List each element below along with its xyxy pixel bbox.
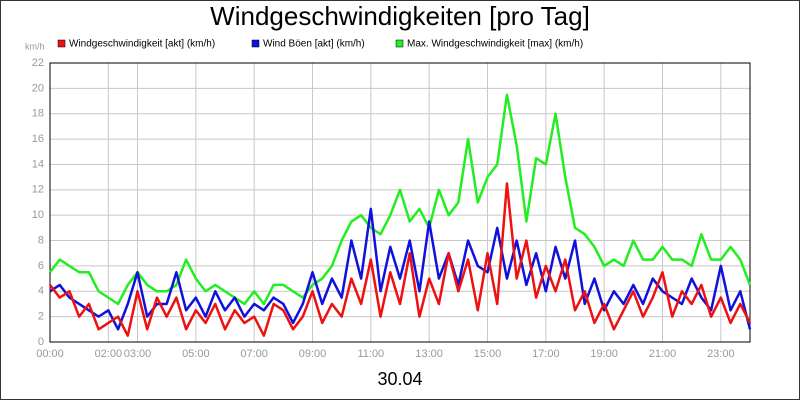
x-tick-label: 07:00 — [240, 348, 268, 360]
y-axis-label: km/h — [25, 41, 45, 51]
legend-swatch — [57, 39, 66, 48]
y-tick-label: 12 — [32, 184, 44, 196]
legend-label: Wind Böen [akt] (km/h) — [263, 39, 365, 50]
legend-label: Max. Windgeschwindigkeit [max] (km/h) — [407, 39, 583, 50]
y-tick-label: 22 — [32, 57, 44, 69]
x-tick-label: 05:00 — [182, 348, 210, 360]
series-line — [49, 207, 752, 331]
y-tick-label: 20 — [32, 82, 44, 94]
x-tick-label: 02:00 — [95, 348, 123, 360]
x-tick-label: 21:00 — [649, 348, 677, 360]
chart-title: Windgeschwindigkeiten [pro Tag] — [210, 1, 590, 31]
y-tick-label: 2 — [38, 311, 44, 323]
series-line — [49, 182, 752, 337]
x-axis-label: 30.04 — [377, 369, 422, 389]
y-tick-label: 4 — [38, 285, 44, 297]
legend-label: Windgeschwindigkeit [akt] (km/h) — [69, 39, 215, 50]
x-tick-label: 23:00 — [707, 348, 735, 360]
x-tick-label: 11:00 — [357, 348, 384, 360]
x-tick-label: 17:00 — [532, 348, 560, 360]
y-tick-label: 0 — [38, 336, 44, 348]
legend: Windgeschwindigkeit [akt] (km/h) Wind Böe… — [57, 39, 583, 50]
legend-swatch — [251, 39, 260, 48]
y-tick-label: 16 — [32, 133, 44, 145]
x-tick-label: 09:00 — [299, 348, 327, 360]
plot-area — [49, 93, 752, 337]
legend-swatch — [395, 39, 404, 48]
y-tick-label: 6 — [38, 260, 44, 272]
plot-background — [50, 63, 750, 342]
x-tick-label: 03:00 — [124, 348, 152, 360]
plot-border — [49, 62, 751, 343]
grid: 0 2 4 6 8 10 12 14 16 18 20 22 00:00 02:00 03:00 05:00 0… — [32, 57, 751, 360]
x-tick-label: 00:00 — [36, 348, 64, 360]
x-tick-label: 13:00 — [415, 348, 443, 360]
y-tick-label: 10 — [32, 209, 44, 221]
y-tick-label: 18 — [32, 108, 44, 120]
y-tick-label: 14 — [32, 158, 44, 170]
x-tick-label: 19:00 — [590, 348, 618, 360]
x-tick-label: 15:00 — [474, 348, 502, 360]
series-line — [49, 93, 752, 306]
y-tick-label: 8 — [38, 234, 44, 246]
